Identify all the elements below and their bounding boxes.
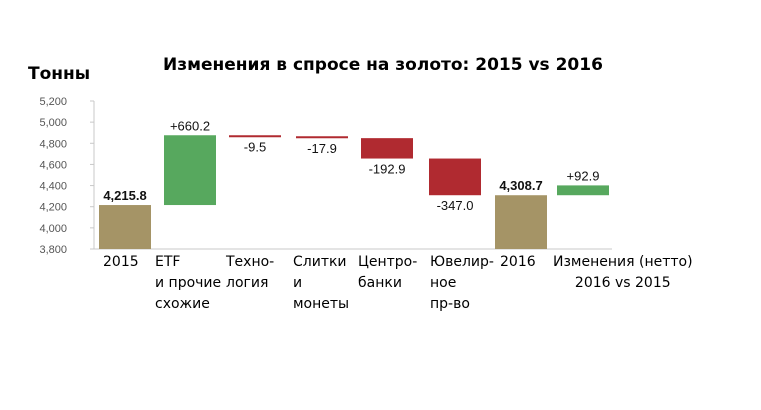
bar-decrease	[429, 158, 481, 196]
category-label: ETF и прочие схожие	[155, 254, 222, 312]
category-label: Техно- логия	[226, 254, 275, 291]
y-tick-label: 5,200	[39, 96, 67, 108]
y-tick-label: 4,000	[39, 223, 67, 235]
category-label: Центро- банки	[358, 254, 418, 291]
y-tick-label: 5,000	[39, 117, 67, 129]
y-tick-label: 4,800	[39, 138, 67, 150]
data-label: 4,215.8	[103, 188, 146, 203]
category-label: Ювелир- ное пр-во	[430, 254, 494, 312]
data-label: -17.9	[307, 141, 337, 156]
bar-decrease	[296, 136, 348, 139]
bar-total	[495, 195, 547, 249]
y-tick-label: 3,800	[39, 244, 67, 256]
data-label: -347.0	[437, 198, 474, 213]
bar-decrease	[229, 135, 281, 138]
category-label: Слитки и монеты	[293, 254, 350, 312]
data-label: -192.9	[369, 162, 406, 177]
bar-decrease	[361, 138, 413, 159]
bar-total	[99, 205, 151, 249]
bar-increase	[557, 185, 609, 196]
data-label: +660.2	[170, 118, 210, 133]
category-label: Изменения (нетто) 2016 vs 2015	[553, 254, 693, 291]
data-label: 4,308.7	[499, 178, 542, 193]
y-tick-label: 4,200	[39, 202, 67, 214]
bar-increase	[164, 135, 216, 206]
y-tick-label: 4,400	[39, 181, 67, 193]
chart-title: Изменения в спросе на золото: 2015 vs 20…	[163, 55, 603, 75]
y-axis-label: Тонны	[28, 64, 91, 84]
data-label: +92.9	[567, 168, 600, 183]
y-tick-label: 4,600	[39, 159, 67, 171]
category-label: 2015	[103, 254, 139, 270]
category-label: 2016	[500, 254, 536, 270]
data-label: -9.5	[244, 139, 266, 154]
